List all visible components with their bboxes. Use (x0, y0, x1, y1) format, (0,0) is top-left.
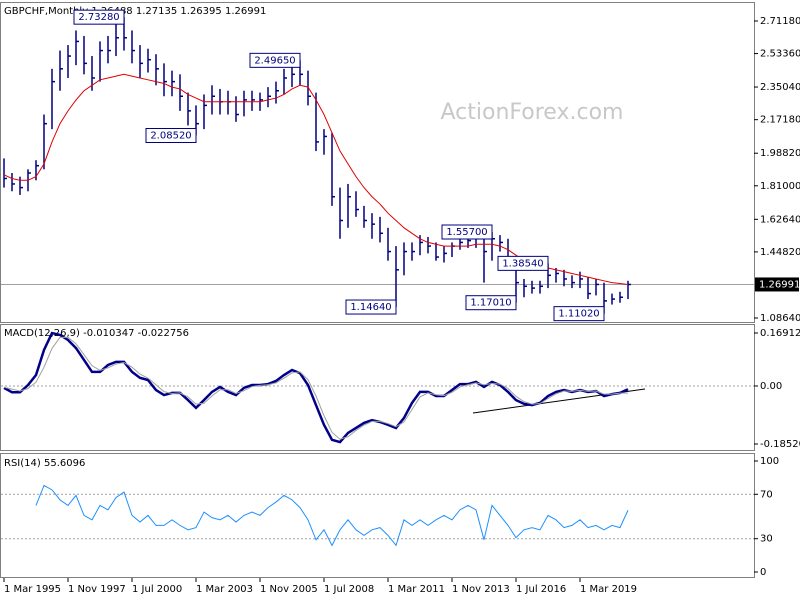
x-tick-label: 1 Nov 2013 (452, 584, 510, 595)
y-tick-label: 2.53360 (760, 49, 800, 60)
y-tick-label: 0.00 (760, 381, 782, 392)
header-value: 1.27135 (136, 6, 177, 17)
series-line (3, 336, 629, 440)
y-tick-label: 2.17180 (760, 115, 800, 126)
annotation-box (249, 52, 301, 68)
y-tick-label: 1.62640 (760, 214, 800, 225)
series-line (3, 331, 629, 444)
y-tick-label: 100 (760, 456, 779, 467)
header-value: 1.26395 (180, 6, 221, 17)
y-tick-label: 1.44820 (760, 247, 800, 258)
y-tick-label: 1.81000 (760, 181, 800, 192)
x-tick-label: 1 Jul 2008 (324, 584, 374, 595)
y-tick-label: 1.08640 (760, 313, 800, 324)
panel-header: MACD(12,26,9) -0.010347 -0.022756 (4, 328, 189, 339)
header-value: 1.26991 (225, 6, 266, 17)
y-tick-label: 1.98820 (760, 148, 800, 159)
x-tick-label: 1 Jul 2000 (132, 584, 182, 595)
x-tick-label: 1 Mar 2011 (388, 584, 445, 595)
annotation-label: 1.11020 (558, 309, 599, 320)
x-tick-label: 1 Mar 2003 (196, 584, 253, 595)
x-tick-label: 1 Mar 2019 (580, 584, 637, 595)
y-tick-label: 0.169125 (760, 328, 800, 339)
annotation-label: 1.38540 (502, 258, 543, 269)
annotation-label: 1.14640 (350, 302, 391, 313)
y-tick-label: -0.185209 (760, 439, 800, 450)
annotation-label: 2.73280 (78, 12, 119, 23)
annotation-label: 2.49650 (254, 55, 295, 66)
annotation-box (553, 306, 605, 322)
annotation-label: 1.55700 (446, 227, 487, 238)
current-price-label: 1.26991 (759, 279, 800, 290)
annotation-box (497, 255, 549, 271)
rsi-panel (0, 453, 755, 578)
annotation-box (345, 299, 397, 315)
panel-title: RSI(14) (4, 458, 41, 469)
panel-title: MACD(12,26,9) (4, 328, 80, 339)
annotation-label: 1.17010 (470, 298, 511, 309)
y-tick-label: 0 (760, 567, 766, 578)
x-tick-label: 1 Jul 2016 (516, 584, 566, 595)
y-tick-label: 2.71180 (760, 16, 800, 27)
header-value: -0.022756 (138, 328, 189, 339)
x-tick-label: 1 Nov 2005 (260, 584, 318, 595)
macd-panel (0, 324, 755, 451)
y-tick-label: 30 (760, 534, 773, 545)
x-tick-label: 1 Nov 1997 (68, 584, 126, 595)
watermark: ActionForex.com (441, 100, 624, 125)
y-tick-label: 2.35040 (760, 82, 800, 93)
annotation-box (73, 9, 125, 25)
annotation-label: 2.08520 (150, 130, 191, 141)
annotation-box (441, 224, 493, 240)
series-line (35, 484, 629, 547)
panel-header: GBPCHF,Monthly 1.26488 1.27135 1.26395 1… (4, 6, 266, 17)
x-tick-label: 1 Mar 1995 (4, 584, 61, 595)
y-tick-label: 70 (760, 489, 773, 500)
annotation-box (145, 127, 197, 143)
header-value: 55.6096 (44, 458, 85, 469)
current-price-tag (755, 277, 799, 292)
panel-header: RSI(14) 55.6096 (4, 458, 85, 469)
header-value: -0.010347 (83, 328, 134, 339)
panel-title: GBPCHF,Monthly (4, 6, 88, 17)
price-panel (0, 2, 755, 323)
annotation-box (465, 295, 517, 311)
